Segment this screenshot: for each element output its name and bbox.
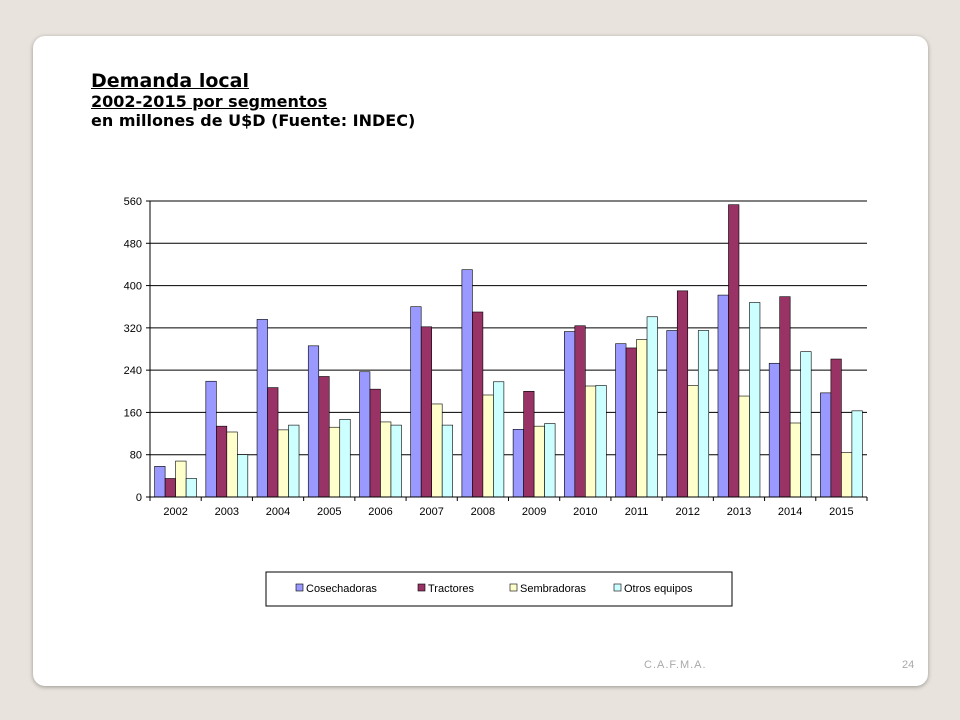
legend-swatch-tractores [417,583,426,592]
bar-tractores-2005 [318,376,330,498]
bar-sembradoras-2004 [277,429,289,498]
x-tick-label: 2005 [317,506,341,518]
bar-sembradoras-2003 [226,431,238,498]
x-tick-label: 2012 [676,506,700,518]
bar-otros-equipos-2009 [544,423,556,498]
bar-tractores-2007 [420,326,432,498]
x-tick-label: 2009 [522,506,546,518]
bar-otros-equipos-2012 [697,330,710,498]
bar-tractores-2015 [830,358,842,498]
bar-cosechadoras-2013 [717,294,729,498]
y-tick-label: 160 [124,407,142,419]
bar-cosechadoras-2014 [768,362,780,498]
bar-tractores-2013 [728,204,740,498]
x-tick-label: 2011 [625,506,649,518]
bar-tractores-2014 [779,296,791,498]
x-tick-label: 2007 [419,506,443,518]
x-tick-label: 2003 [215,506,239,518]
legend-label: Cosechadoras [306,583,377,595]
x-tick-label: 2006 [368,506,392,518]
x-tick-label: 2014 [778,506,802,518]
bar-tractores-2002 [164,478,176,498]
bar-sembradoras-2005 [328,426,341,498]
bar-otros-equipos-2002 [185,478,197,498]
bar-tractores-2011 [625,347,637,498]
bar-cosechadoras-2002 [154,466,166,498]
bar-cosechadoras-2004 [256,319,268,498]
bar-tractores-2012 [676,290,689,498]
slide-title: Demanda local [91,70,250,92]
bar-cosechadoras-2009 [512,429,524,498]
bar-cosechadoras-2012 [666,330,678,498]
bar-cosechadoras-2008 [461,269,473,498]
x-tick-label: 2013 [727,506,751,518]
bar-cosechadoras-2015 [820,392,832,498]
bar-sembradoras-2011 [636,339,648,498]
x-tick-label: 2004 [266,506,290,518]
bar-tractores-2006 [369,388,381,498]
bar-sembradoras-2009 [533,425,545,498]
chart-x-axis: 2002 2003 2004 2005 2006 2007 2008 2009 2010 2011… [149,496,868,518]
legend-swatch-sembradoras [509,583,518,592]
y-tick-label: 480 [124,238,142,250]
page-number: 24 [902,659,915,671]
bar-tractores-2010 [574,325,586,498]
x-tick-label: 2008 [471,506,495,518]
bar-sembradoras-2010 [585,385,597,498]
bar-tractores-2004 [267,387,279,498]
bar-sembradoras-2006 [380,421,392,498]
footer-organization: C.A.F.M.A. [644,659,707,671]
bar-sembradoras-2012 [687,385,699,498]
bar-cosechadoras-2003 [205,380,217,498]
x-tick-label: 2002 [163,506,187,518]
bar-otros-equipos-2007 [441,424,453,498]
bar-otros-equipos-2004 [288,424,300,498]
bar-sembradoras-2002 [175,460,187,498]
slide-subtitle: 2002-2015 por segmentos [91,92,328,111]
bar-otros-equipos-2014 [800,351,812,498]
legend-swatch-otros-equipos [613,583,622,592]
y-tick-label: 240 [124,365,142,377]
bar-otros-equipos-2010 [595,385,607,498]
y-tick-label: 80 [130,450,142,462]
bar-otros-equipos-2013 [749,302,761,498]
title-block: Demanda local 2002-2015 por segmentos en… [91,70,415,130]
x-tick-label: 2010 [573,506,597,518]
bar-tractores-2009 [523,390,535,498]
bar-sembradoras-2007 [431,403,443,498]
bar-cosechadoras-2010 [564,331,576,498]
y-tick-label: 0 [136,492,142,504]
bar-cosechadoras-2007 [410,306,422,498]
bar-otros-equipos-2011 [646,316,658,498]
bar-otros-equipos-2008 [493,381,505,498]
legend-label: Tractores [428,583,475,595]
legend-label: Sembradoras [520,583,587,595]
slide-subtitle-units: en millones de U$D (Fuente: INDEC) [91,111,416,130]
legend-label: Otros equipos [624,583,693,595]
bar-sembradoras-2013 [738,395,750,498]
bar-sembradoras-2014 [789,422,801,498]
chart-legend: Cosechadoras Tractores Sembradoras Otros eq… [265,571,733,607]
bar-tractores-2008 [472,311,484,498]
chart-y-axis: 0 80 160 240 320 400 480 560 [124,196,151,504]
chart-bars [154,204,863,498]
bar-sembradoras-2015 [841,452,853,498]
bar-otros-equipos-2003 [237,454,249,498]
legend-box [265,571,733,607]
bar-sembradoras-2008 [482,394,494,498]
x-tick-label: 2015 [829,506,853,518]
bar-cosechadoras-2005 [307,345,320,498]
y-tick-label: 560 [124,196,142,208]
bar-tractores-2003 [216,425,228,498]
bar-cosechadoras-2011 [615,343,627,498]
legend-swatch-cosechadoras [295,583,304,592]
bar-otros-equipos-2006 [390,424,402,498]
y-tick-label: 320 [124,323,142,335]
bar-otros-equipos-2005 [339,418,351,498]
y-tick-label: 400 [124,281,142,293]
bar-cosechadoras-2006 [359,371,371,498]
bar-otros-equipos-2015 [851,410,863,498]
